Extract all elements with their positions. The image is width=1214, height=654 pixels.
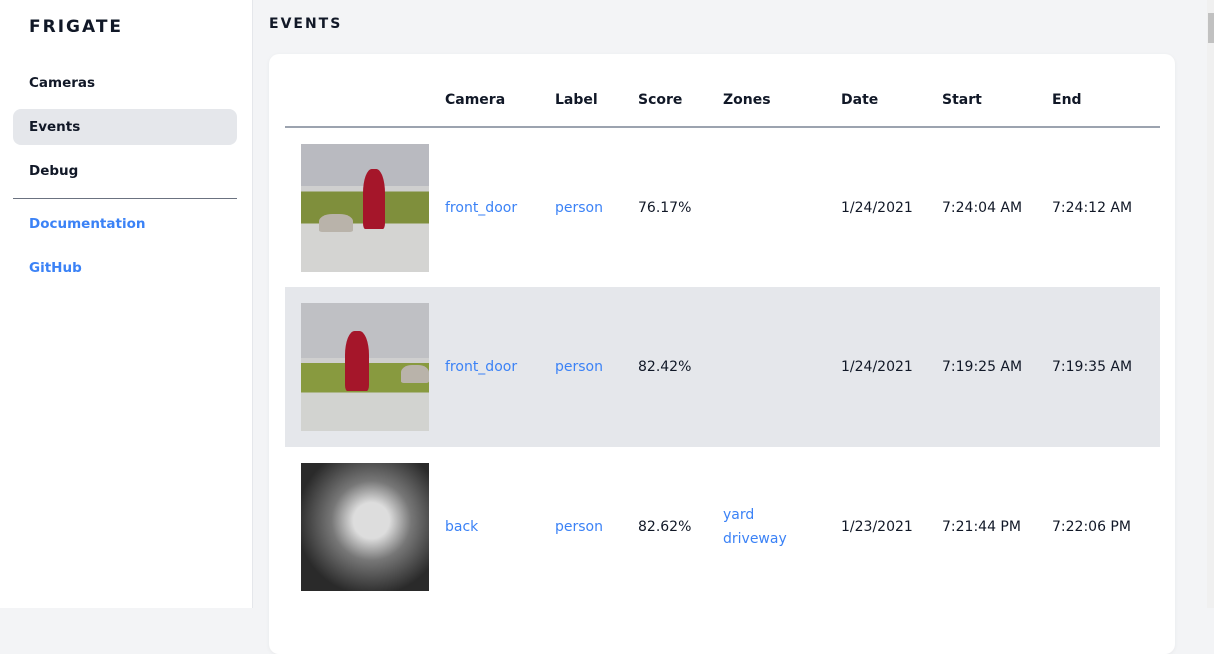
table-row[interactable]: back person 82.62% yard driveway 1/23/202… [285, 447, 1160, 607]
score: 82.62% [638, 519, 692, 535]
event-thumbnail[interactable] [301, 303, 429, 431]
end-time: 7:24:12 AM [1052, 199, 1133, 216]
camera-link[interactable]: front_door [445, 359, 518, 375]
page-title: EVENTS [269, 16, 343, 32]
start-time: 7:19:25 AM [942, 287, 1052, 447]
end-time: 7:22:06 PM [1052, 519, 1131, 535]
scrollbar-thumb[interactable] [1208, 13, 1214, 43]
zone-link[interactable]: yard [723, 507, 755, 523]
sidebar: FRIGATE Cameras Events Debug Documentati… [0, 0, 253, 608]
header-date: Date [841, 74, 942, 128]
header-thumbnail [285, 74, 445, 128]
label-link[interactable]: person [555, 199, 603, 216]
header-label: Label [555, 74, 638, 128]
camera-link[interactable]: front_door [445, 199, 518, 216]
nav-debug[interactable]: Debug [29, 163, 79, 179]
link-github[interactable]: GitHub [29, 260, 82, 276]
table-row[interactable]: front_door person 76.17% 1/24/2021 7:24:… [285, 127, 1160, 287]
score: 82.42% [638, 287, 723, 447]
events-table: Camera Label Score Zones Date Start End … [285, 74, 1160, 607]
zones [723, 287, 841, 447]
date: 1/23/2021 [841, 519, 913, 535]
header-start: Start [942, 74, 1052, 128]
start-time: 7:24:04 AM [942, 199, 1023, 216]
header-camera: Camera [445, 74, 555, 128]
start-time: 7:21:44 PM [942, 519, 1021, 535]
header-zones: Zones [723, 74, 841, 128]
events-card: Camera Label Score Zones Date Start End … [269, 54, 1175, 654]
zones: yard driveway [723, 447, 841, 607]
label-link[interactable]: person [555, 359, 603, 375]
sidebar-divider [13, 198, 237, 199]
nav-events[interactable]: Events [13, 109, 237, 145]
header-score: Score [638, 74, 723, 128]
brand-logo[interactable]: FRIGATE [29, 17, 124, 37]
zone-link[interactable]: driveway [723, 531, 787, 547]
table-row[interactable]: front_door person 82.42% 1/24/2021 7:19:… [285, 287, 1160, 447]
nav-cameras[interactable]: Cameras [29, 75, 96, 91]
date: 1/24/2021 [841, 287, 942, 447]
label-link[interactable]: person [555, 519, 603, 535]
header-end: End [1052, 74, 1160, 128]
end-time: 7:19:35 AM [1052, 287, 1160, 447]
zones [723, 127, 841, 287]
date: 1/24/2021 [841, 199, 913, 216]
score: 76.17% [638, 199, 692, 216]
camera-link[interactable]: back [445, 519, 479, 535]
scrollbar[interactable] [1207, 0, 1214, 608]
event-thumbnail[interactable] [301, 463, 429, 591]
event-thumbnail[interactable] [301, 143, 429, 272]
table-header: Camera Label Score Zones Date Start End [285, 74, 1160, 128]
link-documentation[interactable]: Documentation [29, 216, 146, 232]
